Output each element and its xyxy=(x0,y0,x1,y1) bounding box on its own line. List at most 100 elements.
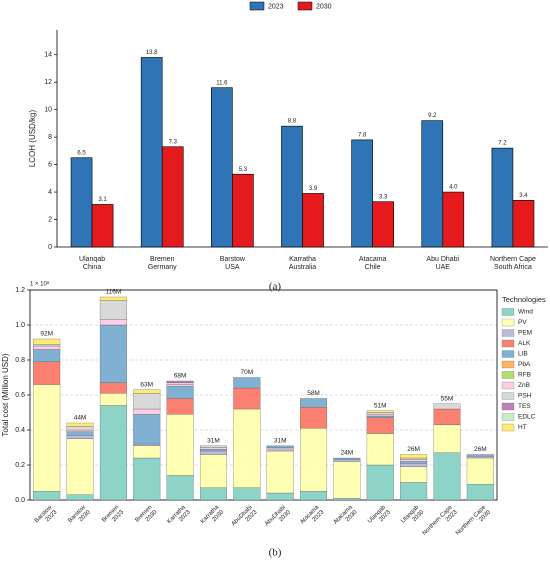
bar-segment xyxy=(99,300,127,320)
bar-segment xyxy=(66,438,94,495)
bar-segment xyxy=(33,361,61,385)
y-tick-label: 8 xyxy=(48,134,52,141)
legend-swatch xyxy=(501,423,515,432)
bar-segment xyxy=(266,445,294,448)
x-tick-label: Atacama2030 xyxy=(332,504,358,530)
x-tick-label: Karratha2030 xyxy=(199,504,225,530)
total-label: 70M xyxy=(240,369,253,376)
y-tick-label: 0.8 xyxy=(15,357,25,364)
bar-segment xyxy=(400,463,428,467)
bar xyxy=(512,200,535,248)
bar-segment xyxy=(33,491,61,501)
value-label: 3.9 xyxy=(309,186,318,192)
value-label: 8.8 xyxy=(288,119,297,125)
total-label: 51M xyxy=(374,402,387,409)
bar-segment xyxy=(366,417,394,434)
legend-label: HT xyxy=(518,424,527,431)
value-label: 7.8 xyxy=(358,132,367,138)
bar-segment xyxy=(333,461,361,499)
y-tick-label: 2 xyxy=(48,216,52,223)
legend-swatch xyxy=(501,329,515,337)
legend-label: 2023 xyxy=(268,3,284,10)
bar xyxy=(232,173,254,248)
bar-segment xyxy=(133,445,161,459)
legend-title: Technologies xyxy=(502,295,546,304)
bar-segment xyxy=(133,414,161,445)
bar-segment xyxy=(300,428,328,492)
bar-segment xyxy=(199,454,227,488)
bar-segment xyxy=(400,454,428,459)
x-tick-label: Northern Cape2023 xyxy=(421,504,458,541)
legend-swatch xyxy=(501,381,515,390)
bar-segment xyxy=(466,484,494,501)
total-label: 92M xyxy=(40,331,53,338)
y-tick-label: 0 xyxy=(48,244,52,251)
value-label: 5.3 xyxy=(239,167,248,173)
bar-segment xyxy=(233,487,261,501)
bar-segment xyxy=(99,393,127,406)
bar-segment xyxy=(99,382,127,394)
y-tick-label: 0.2 xyxy=(15,462,25,469)
bar-segment xyxy=(199,449,227,452)
total-label: 55M xyxy=(441,395,454,402)
x-tick-label: Barstow2030 xyxy=(67,504,92,529)
total-label: 63M xyxy=(140,381,153,388)
legend-label: 2030 xyxy=(316,3,332,10)
value-label: 3.3 xyxy=(379,194,388,200)
x-tick-label: AbuDhabi2023 xyxy=(230,504,258,532)
bar-segment xyxy=(33,345,61,350)
x-tick-label: Northern Cape South Africa xyxy=(490,256,536,271)
bar-segment xyxy=(166,382,194,385)
legend-label: RFB xyxy=(518,372,531,379)
total-label: 24M xyxy=(341,450,354,457)
bar-segment xyxy=(33,338,61,345)
bar-segment xyxy=(466,456,494,459)
total-label: 26M xyxy=(407,446,420,453)
legend-swatch xyxy=(501,350,515,358)
value-label: 6.5 xyxy=(77,150,86,156)
bar-segment xyxy=(366,414,394,417)
legend-swatch xyxy=(501,402,515,411)
bar-segment xyxy=(99,319,127,326)
bar-segment xyxy=(133,443,161,446)
bar-segment xyxy=(66,422,94,427)
x-tick-label: Ulanqab2023 xyxy=(367,504,392,529)
total-label: 68M xyxy=(174,373,187,380)
bar xyxy=(491,147,514,248)
x-tick-label: Ulanqab China xyxy=(79,256,105,271)
total-label: 44M xyxy=(74,415,87,422)
bar-segment xyxy=(400,459,428,462)
y-axis-label: Total cost (Million USD) xyxy=(1,353,10,436)
bar-segment xyxy=(66,429,94,432)
bar-segment xyxy=(66,431,94,436)
bar-segment xyxy=(233,408,261,488)
bar xyxy=(351,139,373,248)
bar-segment xyxy=(266,450,294,494)
bar-segment xyxy=(99,296,127,301)
legend-label: Wind xyxy=(518,309,533,316)
caption: (a) xyxy=(269,281,282,293)
y-tick-label: 0.6 xyxy=(15,392,25,399)
y-tick-label: 14 xyxy=(44,52,52,59)
legend-swatch xyxy=(501,360,515,369)
value-label: 9.2 xyxy=(428,113,437,119)
y-tick-label: 12 xyxy=(44,79,52,86)
x-tick-label: Ulanqab2030 xyxy=(400,504,425,529)
bar-segment xyxy=(433,424,461,453)
bar-segment xyxy=(33,384,61,492)
legend-swatch xyxy=(501,308,515,316)
bar-segment xyxy=(99,405,127,501)
bar-segment xyxy=(366,433,394,466)
legend-swatch xyxy=(501,413,515,421)
bar-segment xyxy=(366,464,394,501)
bar-segment xyxy=(300,407,328,429)
legend-swatch xyxy=(501,392,515,400)
bar-segment xyxy=(33,349,61,362)
x-tick-label: Barstow USA xyxy=(220,256,246,271)
bar xyxy=(281,125,303,248)
y-tick-label: 0.4 xyxy=(15,427,25,434)
bar-segment xyxy=(199,487,227,501)
bar-segment xyxy=(133,457,161,501)
legend-label: ALK xyxy=(518,340,531,347)
